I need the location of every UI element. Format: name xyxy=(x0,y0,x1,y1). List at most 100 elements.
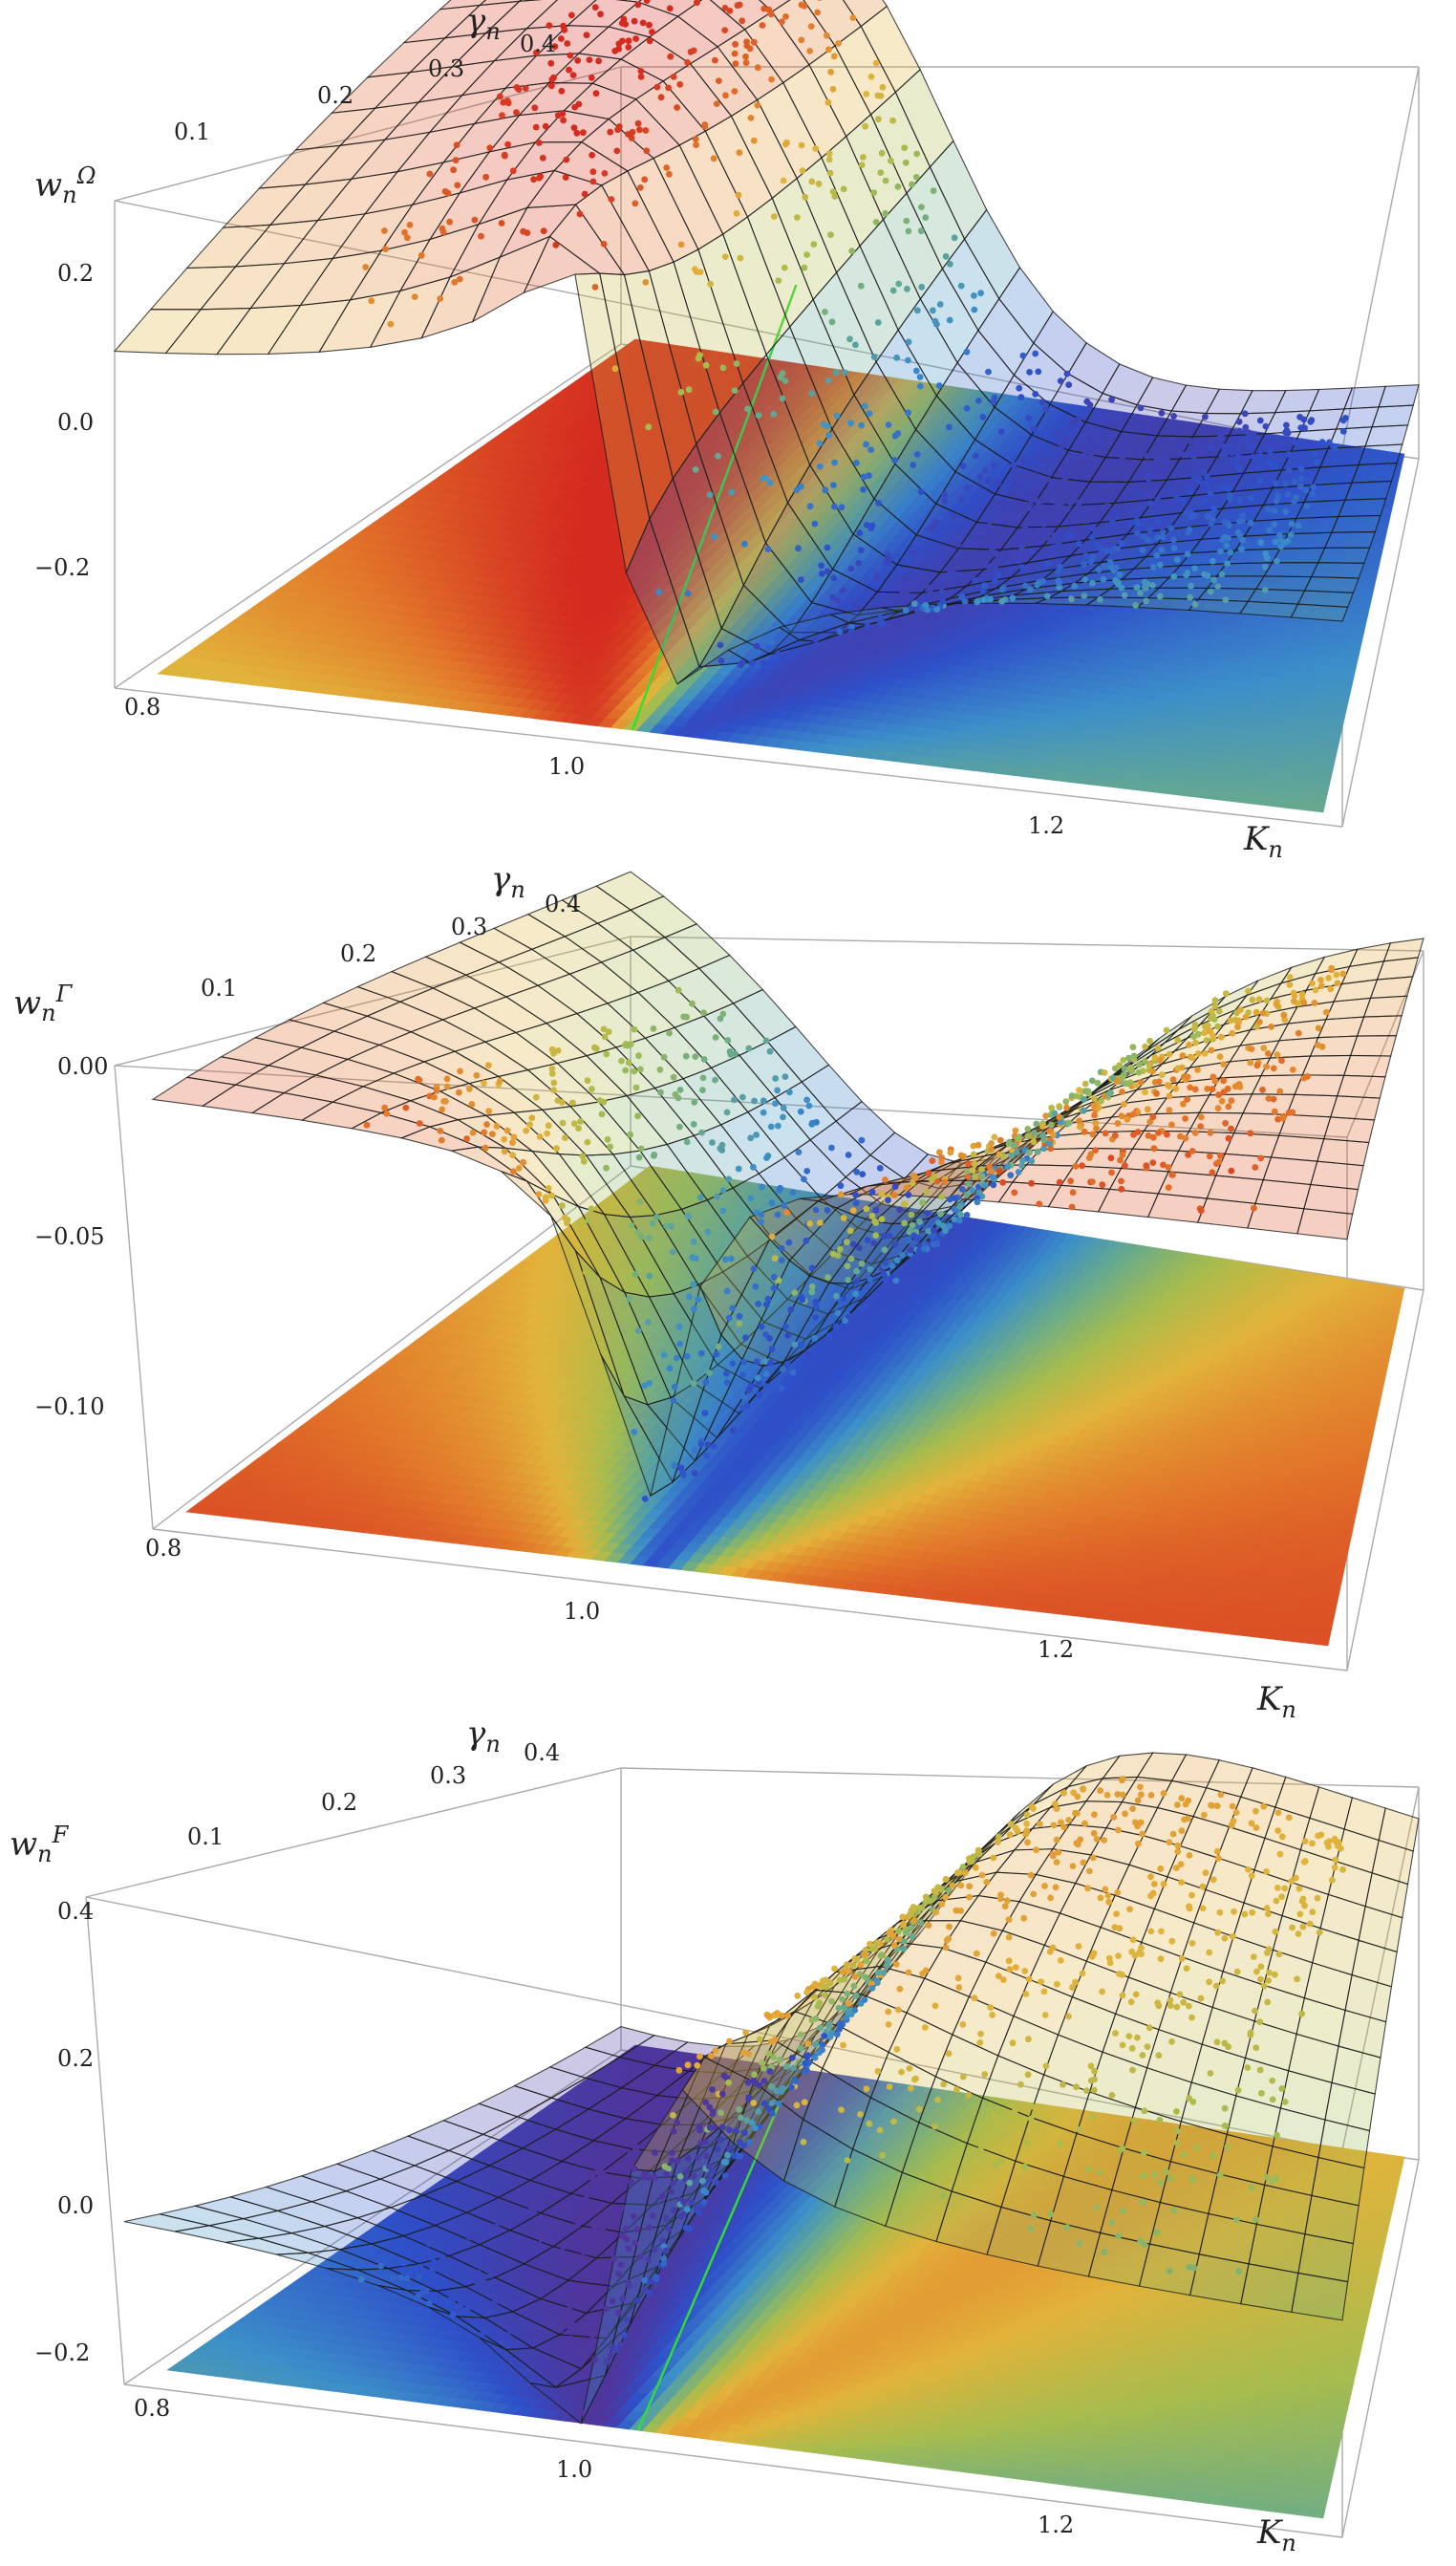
data-point xyxy=(1115,2232,1122,2240)
data-point xyxy=(1225,1134,1232,1142)
data-point xyxy=(719,1010,727,1018)
data-point xyxy=(628,2179,635,2186)
data-point xyxy=(1182,510,1189,518)
data-point xyxy=(868,1212,876,1219)
data-point xyxy=(1103,1791,1111,1799)
data-point xyxy=(403,234,411,242)
data-point xyxy=(753,642,760,650)
data-point xyxy=(589,168,597,176)
data-point xyxy=(1119,2041,1126,2049)
data-point xyxy=(368,297,375,305)
data-point xyxy=(1216,2171,1224,2179)
data-point xyxy=(1159,528,1167,536)
data-point xyxy=(1103,547,1110,554)
data-point xyxy=(1134,529,1141,537)
data-point xyxy=(981,561,989,569)
data-point xyxy=(1146,500,1154,507)
data-point xyxy=(931,1227,937,1235)
data-point xyxy=(1333,971,1340,979)
data-point xyxy=(646,1272,653,1280)
data-point xyxy=(729,1427,737,1434)
data-point xyxy=(1108,2092,1116,2099)
data-point xyxy=(1117,2146,1124,2154)
data-point xyxy=(912,367,920,375)
data-point xyxy=(546,22,553,30)
data-point xyxy=(853,1168,861,1175)
data-point xyxy=(818,571,825,577)
data-point xyxy=(803,2053,811,2060)
data-point xyxy=(1248,1872,1255,1880)
data-point xyxy=(697,2140,704,2146)
data-point xyxy=(803,2066,810,2074)
data-point xyxy=(917,488,925,495)
data-point xyxy=(601,1033,609,1041)
data-point xyxy=(689,1000,696,1007)
data-point xyxy=(643,0,651,4)
data-point xyxy=(653,83,661,91)
data-point xyxy=(591,2223,598,2231)
data-point xyxy=(885,1197,891,1204)
data-point xyxy=(714,1193,720,1200)
data-point xyxy=(931,1173,938,1180)
data-point xyxy=(905,338,912,346)
data-point xyxy=(1009,2039,1017,2047)
data-point xyxy=(645,2256,652,2263)
data-point xyxy=(1160,1790,1167,1797)
data-point xyxy=(1140,2172,1147,2180)
data-point xyxy=(1235,427,1243,435)
data-point xyxy=(856,1244,863,1252)
data-point xyxy=(1060,480,1067,487)
data-point xyxy=(699,1087,706,1093)
data-point xyxy=(867,73,875,80)
data-point xyxy=(830,574,838,582)
data-point xyxy=(1278,1893,1285,1901)
data-point xyxy=(1253,1062,1261,1069)
data-point xyxy=(1034,581,1041,589)
data-point xyxy=(712,56,718,64)
data-point xyxy=(557,2326,565,2334)
data-point xyxy=(403,2275,411,2282)
data-point xyxy=(576,1219,584,1227)
data-point xyxy=(1210,2152,1217,2159)
data-point xyxy=(987,2004,995,2011)
data-point xyxy=(1088,533,1096,541)
data-point xyxy=(1250,1953,1257,1960)
data-point xyxy=(1058,1118,1064,1126)
data-point xyxy=(1024,1126,1032,1132)
data-point xyxy=(1024,1132,1032,1140)
data-point xyxy=(1273,2175,1279,2183)
data-point xyxy=(736,149,743,157)
data-point xyxy=(1091,1111,1098,1119)
data-point xyxy=(913,307,921,314)
data-point xyxy=(641,2276,649,2284)
data-point xyxy=(1258,2089,1265,2097)
data-point xyxy=(1081,1128,1088,1135)
data-point xyxy=(1111,1065,1119,1072)
data-point xyxy=(1217,1791,1225,1799)
bounding-box-edge xyxy=(114,343,622,689)
data-point xyxy=(1271,507,1278,514)
data-point xyxy=(748,2119,756,2126)
data-point xyxy=(972,577,979,584)
data-point xyxy=(610,2255,618,2263)
data-point xyxy=(627,2149,634,2157)
data-point xyxy=(759,22,766,29)
data-point xyxy=(1214,583,1222,590)
data-point xyxy=(1202,1023,1209,1030)
data-point xyxy=(658,2193,666,2200)
data-point xyxy=(1190,1025,1198,1032)
data-point xyxy=(656,1066,664,1073)
data-point xyxy=(1178,1795,1186,1802)
data-point xyxy=(860,485,867,493)
data-point xyxy=(1244,435,1251,442)
data-point xyxy=(425,2240,433,2248)
data-point xyxy=(1220,443,1228,450)
data-point xyxy=(1093,2204,1100,2211)
data-point xyxy=(1288,520,1295,528)
data-point xyxy=(907,1226,914,1234)
data-point xyxy=(1154,496,1162,503)
data-point xyxy=(861,402,868,410)
data-point xyxy=(1157,1955,1165,1963)
data-point xyxy=(1295,1930,1302,1937)
data-point xyxy=(562,174,569,182)
